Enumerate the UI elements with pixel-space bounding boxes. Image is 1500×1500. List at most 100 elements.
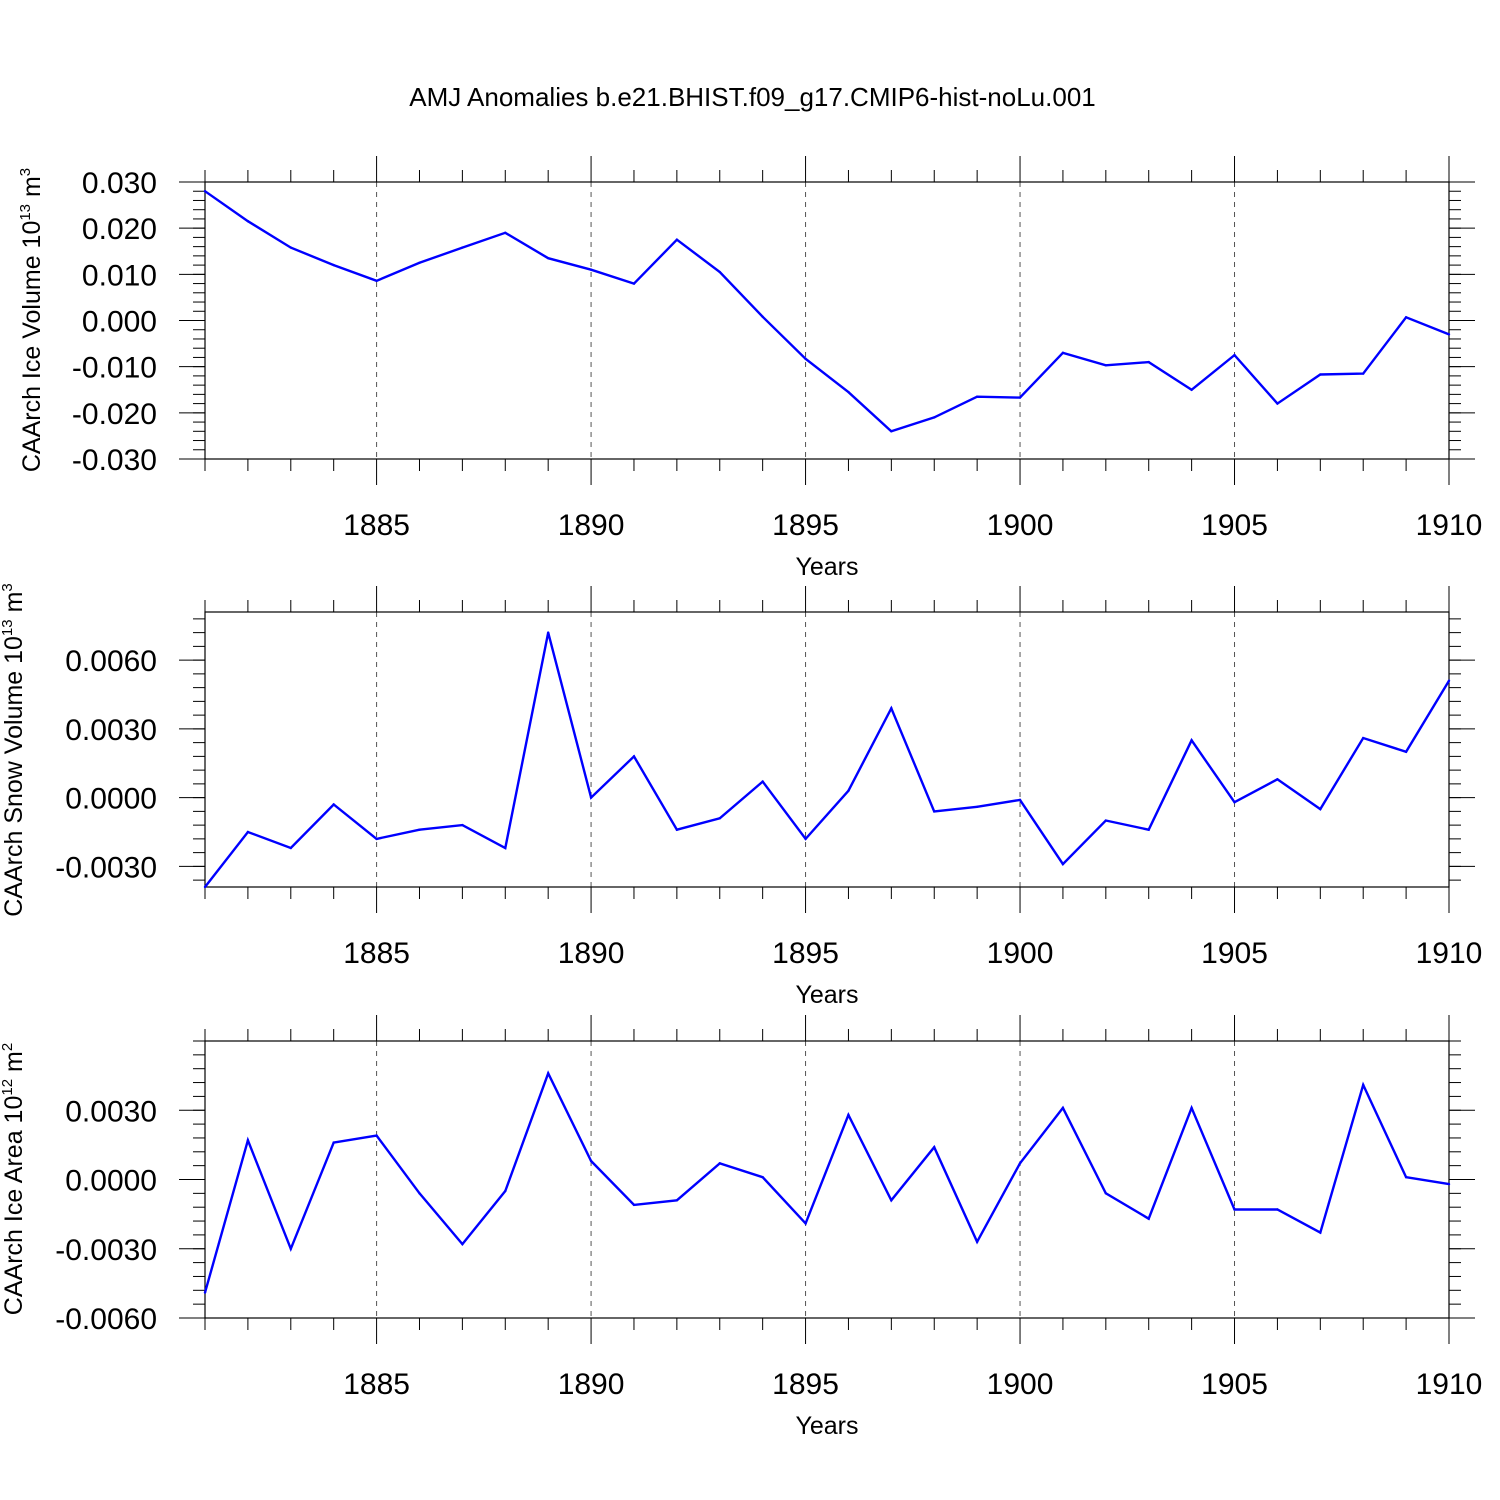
y-axis-title-text: CAArch Ice Volume 10 (18, 221, 46, 473)
x-tick-label: 1910 (1416, 937, 1483, 970)
data-point (546, 1072, 550, 1075)
data-point (546, 256, 550, 260)
data-point (589, 268, 593, 271)
data-point (246, 830, 250, 834)
data-point (1362, 736, 1365, 740)
data-point (890, 430, 893, 433)
y-axis-title: CAArch Snow Volume 1013 m3 (0, 583, 28, 917)
data-point (289, 846, 292, 850)
x-tick-label: 1900 (987, 509, 1054, 542)
data-point (375, 837, 378, 841)
x-tick-label: 1885 (343, 937, 410, 970)
data-point (1147, 1217, 1150, 1220)
data-point (1447, 679, 1451, 682)
series-line (204, 190, 1450, 433)
data-point (933, 810, 936, 813)
y-axis-title-exponent: 13 (17, 204, 34, 221)
x-tick-label: 1895 (772, 937, 839, 970)
plot-panel-3: 0.0030 0.0000 -0.0030 -0.0060 1885 1890 1895 19… (0, 1015, 1482, 1440)
data-point (632, 1203, 636, 1207)
x-tick-label: 1885 (343, 509, 410, 542)
y-axis-title-text: CAArch Snow Volume 10 (0, 636, 28, 917)
data-point (1233, 353, 1236, 357)
data-point (675, 828, 679, 831)
data-point (1061, 351, 1065, 355)
plot-frame (204, 611, 1450, 888)
data-point (1276, 402, 1279, 405)
x-tick-label: 1890 (558, 937, 625, 970)
data-point (1147, 360, 1150, 364)
data-point (418, 1192, 421, 1195)
chart-title: AMJ Anomalies b.e21.BHIST.f09_g17.CMIP6-… (409, 82, 1096, 112)
data-point (546, 631, 550, 634)
y-axis-title-unit: m (0, 592, 28, 620)
data-point (461, 1242, 464, 1246)
y-tick-label: 0.0030 (65, 714, 157, 747)
data-point (933, 1145, 936, 1149)
data-point (718, 270, 721, 274)
y-axis-title-exponent: 12 (0, 1079, 16, 1096)
y-tick-label: -0.010 (72, 352, 157, 385)
y-tick-label: -0.0030 (55, 851, 157, 884)
y-axis-title-unit: m (0, 1051, 28, 1079)
data-point (1190, 739, 1193, 742)
data-point (332, 803, 335, 806)
x-tick-label: 1890 (558, 1368, 625, 1401)
y-axis-title-unit-exponent: 3 (17, 168, 34, 176)
x-tick-label: 1905 (1201, 937, 1268, 970)
data-point (1319, 373, 1322, 376)
x-tick-label: 1905 (1201, 1368, 1268, 1401)
data-point (1061, 1106, 1065, 1110)
series-line (203, 1070, 1450, 1293)
y-axis-title-unit: m (18, 176, 46, 204)
x-axis-title: Years (795, 981, 858, 1009)
data-point (418, 261, 421, 264)
y-tick-label: 0.0060 (65, 645, 157, 678)
data-point (1061, 862, 1065, 866)
data-point (246, 220, 250, 223)
data-point (975, 805, 979, 808)
y-tick-label: -0.030 (72, 444, 157, 477)
data-point (1104, 819, 1108, 822)
data-point (675, 238, 679, 241)
data-point (1319, 807, 1322, 811)
y-axis-title: CAArch Ice Volume 1013 m3 (17, 168, 46, 472)
x-tick-label: 1895 (772, 509, 839, 542)
data-point (203, 1291, 207, 1294)
data-point (203, 885, 207, 889)
y-tick-label: -0.0060 (55, 1303, 157, 1336)
data-point (675, 1199, 679, 1202)
y-tick-label: 0.0030 (65, 1095, 157, 1128)
data-point (933, 416, 936, 419)
data-point (1147, 828, 1150, 831)
y-tick-label: 0.020 (82, 213, 157, 246)
data-point (1447, 1182, 1451, 1186)
data-point (1233, 1208, 1236, 1211)
data-point (847, 390, 850, 394)
data-point (332, 263, 335, 267)
data-point (1018, 396, 1022, 399)
data-point (1276, 1208, 1279, 1211)
data-point (504, 231, 507, 234)
data-point (1362, 1083, 1365, 1087)
data-point (332, 1141, 335, 1144)
x-tick-label: 1900 (987, 937, 1054, 970)
data-point (761, 780, 764, 783)
y-axis-title: CAArch Ice Area 1012 m2 (0, 1043, 28, 1315)
data-point (1190, 1106, 1193, 1110)
y-tick-label: -0.020 (72, 398, 157, 431)
plot-panel-2: 0.0060 0.0030 0.0000 -0.0030 1885 1890 1895 190… (0, 583, 1482, 1009)
data-point (246, 1139, 250, 1142)
series-line (204, 632, 1451, 888)
data-point (761, 315, 764, 319)
data-point (804, 837, 807, 841)
x-tick-label: 1910 (1416, 1368, 1483, 1401)
x-tick-label: 1885 (343, 1368, 410, 1401)
data-point (975, 395, 979, 398)
data-point (718, 817, 721, 820)
x-tick-label: 1890 (558, 509, 625, 542)
data-point (890, 1199, 893, 1202)
data-point (632, 755, 636, 758)
data-point (418, 828, 421, 831)
